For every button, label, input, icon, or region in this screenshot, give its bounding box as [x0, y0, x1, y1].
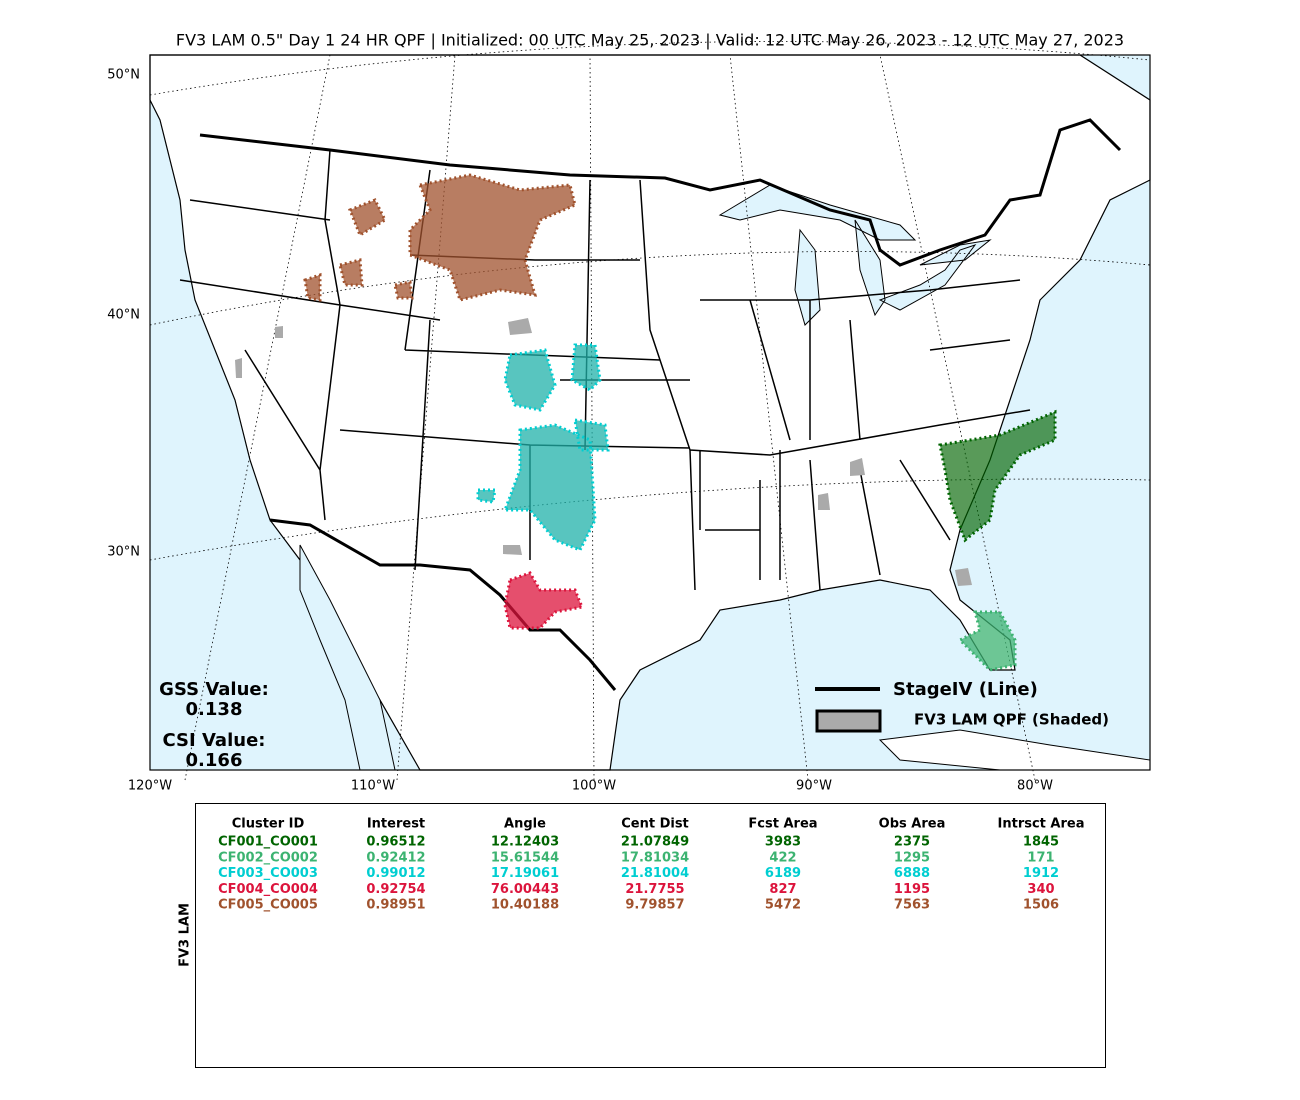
score-value: 0.138: [186, 699, 243, 720]
lat-label: 30°N: [107, 545, 140, 560]
table-header: Intrsct Area: [998, 817, 1085, 832]
lon-label: 110°W: [351, 779, 395, 794]
table-cell: 17.81034: [621, 850, 689, 865]
table-cell: 1912: [1023, 866, 1059, 881]
side-label: FV3 LAM: [178, 903, 193, 967]
cluster-dark-green: [938, 409, 1057, 543]
table-header: Cluster ID: [232, 817, 305, 832]
lat-label: 50°N: [107, 68, 140, 83]
legend-swatch: [815, 709, 882, 733]
table-cell: 1506: [1023, 898, 1059, 913]
table-cell: CF001_CO001: [218, 835, 318, 850]
table-header: Angle: [504, 817, 546, 832]
table-cell: 21.7755: [625, 882, 684, 897]
table-cell: 21.81004: [621, 866, 689, 881]
lon-label: 80°W: [1017, 779, 1053, 794]
table-cell: 1195: [894, 882, 930, 897]
graticule: [149, 41, 1151, 781]
table-cell: 15.61544: [491, 850, 559, 865]
score-label: CSI Value:: [163, 730, 266, 751]
table-cell: 6189: [765, 866, 801, 881]
state-lines: [179, 149, 1031, 591]
table-cell: 422: [769, 850, 796, 865]
table-cell: 17.19061: [491, 866, 559, 881]
table-cell: 76.00443: [491, 882, 559, 897]
table-cell: 12.12403: [491, 835, 559, 850]
table-cell: 0.92412: [366, 850, 425, 865]
table-cell: 0.99012: [366, 866, 425, 881]
table-cell: 6888: [894, 866, 930, 881]
title: FV3 LAM 0.5" Day 1 24 HR QPF | Initializ…: [176, 31, 1124, 50]
table-cell: 827: [769, 882, 796, 897]
table-cell: 9.79857: [625, 898, 684, 913]
table-frame: [195, 803, 1106, 1068]
table-cell: 340: [1027, 882, 1054, 897]
legend-label: FV3 LAM QPF (Shaded): [914, 711, 1109, 729]
lon-label: 90°W: [796, 779, 832, 794]
table-header: Interest: [367, 817, 425, 832]
table-cell: 21.07849: [621, 835, 689, 850]
table-header: Cent Dist: [621, 817, 689, 832]
cluster-red: [503, 571, 585, 630]
legend-label: StageIV (Line): [893, 679, 1038, 700]
table-header: Obs Area: [879, 817, 946, 832]
table-cell: CF003_CO003: [218, 866, 318, 881]
table-cell: 0.92754: [366, 882, 425, 897]
table-cell: 3983: [765, 835, 801, 850]
cluster-brown: [303, 173, 577, 302]
score-label: GSS Value:: [159, 679, 269, 700]
lat-label: 40°N: [107, 308, 140, 323]
map: [149, 41, 1151, 781]
lon-label: 100°W: [572, 779, 616, 794]
cluster-cyan: [476, 343, 610, 552]
table-cell: 7563: [894, 898, 930, 913]
map-frame: [149, 54, 1151, 771]
forecast-clusters: [235, 173, 1057, 672]
table-cell: CF005_CO005: [218, 898, 318, 913]
cluster-sea-green: [957, 610, 1017, 672]
lon-label: 120°W: [128, 779, 172, 794]
us-mexico-border: [269, 518, 617, 691]
table-cell: CF002_CO002: [218, 850, 318, 865]
score-value: 0.166: [186, 750, 243, 771]
table-cell: 10.40188: [491, 898, 559, 913]
table-cell: 171: [1027, 850, 1054, 865]
table-cell: 0.96512: [366, 835, 425, 850]
us-canada-border: [199, 118, 1122, 267]
table-cell: 1845: [1023, 835, 1059, 850]
table-cell: CF004_CO004: [218, 882, 318, 897]
table-cell: 1295: [894, 850, 930, 865]
table-cell: 2375: [894, 835, 930, 850]
table-header: Fcst Area: [748, 817, 817, 832]
table-cell: 0.98951: [366, 898, 425, 913]
table-cell: 5472: [765, 898, 801, 913]
